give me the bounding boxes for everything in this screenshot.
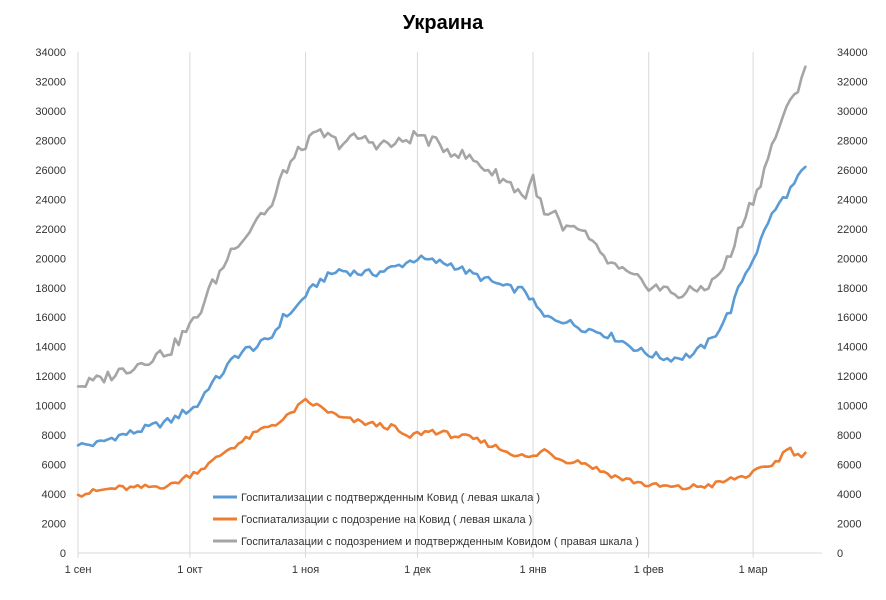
y-tick-label-right: 12000 xyxy=(837,371,868,383)
y-tick-label-right: 16000 xyxy=(837,312,868,324)
x-tick-label: 1 сен xyxy=(65,564,92,576)
y-tick-label-left: 34000 xyxy=(35,47,66,59)
y-tick-label-right: 30000 xyxy=(837,106,868,118)
y-tick-label-left: 0 xyxy=(60,548,66,560)
y-tick-label-left: 26000 xyxy=(35,165,66,177)
y-tick-label-right: 14000 xyxy=(837,342,868,354)
y-tick-label-left: 30000 xyxy=(35,106,66,118)
y-tick-label-right: 24000 xyxy=(837,194,868,206)
x-tick-label: 1 янв xyxy=(520,564,547,576)
x-tick-label: 1 дек xyxy=(404,564,431,576)
y-tick-label-right: 18000 xyxy=(837,283,868,295)
chart-title: Украина xyxy=(402,12,484,34)
y-tick-label-right: 2000 xyxy=(837,519,861,531)
y-tick-label-left: 2000 xyxy=(42,519,66,531)
y-tick-label-right: 4000 xyxy=(837,489,861,501)
y-tick-label-right: 22000 xyxy=(837,224,868,236)
y-tick-label-left: 8000 xyxy=(42,430,66,442)
x-tick-label: 1 ноя xyxy=(292,564,319,576)
x-tick-label: 1 мар xyxy=(739,564,768,576)
y-tick-label-right: 32000 xyxy=(837,76,868,88)
y-tick-label-left: 16000 xyxy=(35,312,66,324)
y-tick-label-right: 0 xyxy=(837,548,843,560)
tick-layer: 1 сен 1 окт 1 ноя 1 дек 1 янв 1 фев 1 мар 0 0 200… xyxy=(35,47,867,576)
y-tick-label-left: 24000 xyxy=(35,194,66,206)
legend-label-1: Госпитализации с подтвержденным Ковид ( … xyxy=(241,492,540,504)
y-tick-label-right: 10000 xyxy=(837,401,868,413)
y-tick-label-right: 34000 xyxy=(837,47,868,59)
x-tick-label: 1 фев xyxy=(634,564,664,576)
y-tick-label-left: 18000 xyxy=(35,283,66,295)
y-tick-label-right: 20000 xyxy=(837,253,868,265)
y-tick-label-left: 32000 xyxy=(35,76,66,88)
y-tick-label-left: 28000 xyxy=(35,135,66,147)
legend-label-3: Госпиталазации с подозрением и подтвержд… xyxy=(241,536,639,548)
y-tick-label-left: 22000 xyxy=(35,224,66,236)
x-tick-label: 1 окт xyxy=(177,564,202,576)
legend-label-2: Госпиатализации с подозрение на Ковид ( … xyxy=(241,514,532,526)
y-tick-label-left: 6000 xyxy=(42,460,66,472)
grid-layer xyxy=(77,52,822,558)
y-tick-label-right: 26000 xyxy=(837,165,868,177)
y-tick-label-right: 28000 xyxy=(837,135,868,147)
y-tick-label-left: 4000 xyxy=(42,489,66,501)
legend: Госпитализации с подтвержденным Ковид ( … xyxy=(213,492,639,548)
y-tick-label-right: 8000 xyxy=(837,430,861,442)
series-line-3 xyxy=(76,65,807,388)
y-tick-label-left: 12000 xyxy=(35,371,66,383)
series-layer xyxy=(76,65,807,498)
series-line-2 xyxy=(76,397,807,498)
y-tick-label-left: 20000 xyxy=(35,253,66,265)
y-tick-label-right: 6000 xyxy=(837,460,861,472)
series-line-1 xyxy=(76,165,807,448)
y-tick-label-left: 10000 xyxy=(35,401,66,413)
y-tick-label-left: 14000 xyxy=(35,342,66,354)
